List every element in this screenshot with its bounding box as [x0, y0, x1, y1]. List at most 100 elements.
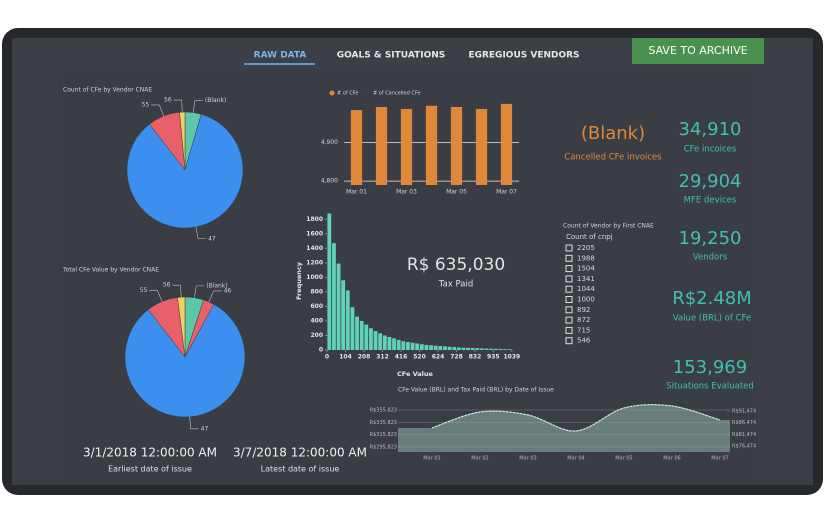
slicer-checkbox[interactable] [565, 265, 573, 273]
histogram-bar [396, 339, 401, 350]
pie-label: 56 [163, 282, 171, 289]
save-button-label[interactable]: SAVE TO ARCHIVE [648, 44, 747, 57]
tax-label: Tax Paid [438, 280, 473, 290]
y-tick-label: 1000 [306, 274, 323, 281]
slicer-checkbox[interactable] [565, 306, 573, 314]
histogram-bar [452, 347, 457, 350]
leader-line [192, 100, 203, 113]
tax-value: R$ 635,030 [407, 255, 505, 275]
slicer-item: 1988 [577, 254, 595, 262]
leader-line [189, 416, 199, 430]
legend-label: # of CFe [337, 91, 358, 97]
slicer-checkbox[interactable] [565, 285, 573, 293]
histogram-bar [406, 342, 410, 350]
histogram-bar [507, 349, 512, 350]
slicer-checkbox[interactable] [565, 275, 573, 283]
x-tick-label: Mar 01 [346, 189, 367, 196]
y-tick-label: 1200 [306, 259, 323, 266]
chart-title: CFe Value (BRL) and Tax Paid (BRL) by Da… [398, 387, 554, 394]
pie-label: 55 [140, 287, 148, 294]
legend-dot [329, 90, 335, 96]
x-tick-label: 520 [413, 354, 426, 361]
y-tick-label: 400 [310, 317, 323, 324]
leader-line [208, 290, 222, 303]
kpi-value: 34,910 [679, 119, 742, 140]
slicer-item: 2205 [577, 244, 595, 252]
x-tick-label: 208 [358, 354, 371, 361]
nav-tab[interactable]: EGREGIOUS VENDORS [468, 51, 579, 61]
bar [500, 103, 513, 185]
leader-line [172, 284, 182, 298]
y-tick-label: R$355,823 [370, 408, 397, 414]
histogram-bar [387, 336, 392, 350]
histogram-bar [336, 263, 341, 350]
histogram-bar [382, 335, 387, 350]
pie-label: (Blank) [206, 282, 227, 289]
histogram-bar [475, 348, 480, 350]
bar [375, 106, 388, 185]
histogram-bar [489, 348, 494, 350]
slicer-item: 1341 [577, 275, 595, 283]
histogram-bar [484, 348, 489, 350]
slicer-checkbox[interactable] [565, 254, 573, 262]
x-tick-label: 0 [325, 354, 329, 361]
kpi-label: Vendors [693, 253, 728, 263]
leader-line [195, 226, 207, 240]
histogram-bar [429, 345, 433, 350]
histogram-bar [359, 320, 364, 350]
x-tick-label: Mar 02 [471, 456, 488, 462]
slicer-item: 715 [577, 326, 590, 334]
y-tick-label: 600 [310, 303, 323, 310]
x-tick-label: 935 [487, 354, 500, 361]
chart-title: Total CFe Value by Vendor CNAE [62, 267, 159, 274]
y-tick-label: 800 [310, 288, 323, 295]
histogram-bar [364, 324, 369, 350]
pie-label: 55 [142, 101, 150, 108]
histogram-bar [443, 346, 447, 350]
y2-tick-label: R$86,474 [732, 420, 756, 426]
legend-label: # of Cancelled CFe [373, 91, 421, 97]
histogram-bar [433, 345, 438, 350]
kpi-label: MFE devices [684, 196, 737, 206]
histogram-bar [410, 342, 415, 350]
histogram-bar [503, 349, 507, 350]
slicer-checkbox[interactable] [565, 316, 573, 324]
histogram-bar [466, 347, 470, 350]
slicer-checkbox[interactable] [565, 326, 573, 334]
legend-dot [365, 90, 371, 96]
nav-tab[interactable]: RAW DATA [254, 51, 307, 61]
pie-label: 46 [224, 287, 232, 294]
x-tick-label: Mar 07 [711, 456, 728, 462]
histogram-bar [350, 307, 355, 350]
histogram-bar [447, 346, 452, 350]
histogram-bar [378, 333, 383, 350]
x-tick-label: Mar 04 [567, 456, 584, 462]
x-tick-label: Mar 03 [396, 189, 417, 196]
nav-tab[interactable]: GOALS & SITUATIONS [337, 51, 446, 61]
date-value: 3/7/2018 12:00:00 AM [233, 446, 367, 460]
save-button[interactable] [632, 38, 764, 64]
histogram-bar [369, 328, 373, 350]
x-tick-label: 312 [376, 354, 389, 361]
histogram-bar [345, 290, 350, 350]
histogram-bar [392, 338, 396, 350]
histogram-bar [419, 344, 424, 350]
histogram-bar [355, 316, 359, 350]
x-axis-title: CFe Value [397, 370, 434, 378]
histogram-bar [470, 347, 475, 350]
bar [400, 108, 413, 185]
pie-label: 56 [164, 97, 172, 104]
slicer-checkbox[interactable] [565, 296, 573, 303]
y-tick-label: 1600 [306, 230, 323, 237]
slicer-checkbox[interactable] [565, 244, 573, 252]
date-label: Latest date of issue [261, 465, 340, 474]
histogram-bar [332, 243, 336, 350]
leader-line [149, 290, 163, 302]
slicer-checkbox[interactable] [565, 337, 573, 345]
histogram-bar [493, 348, 498, 350]
pie-slice [126, 113, 244, 229]
kpi-label: CFe incoices [684, 145, 737, 155]
x-tick-label: Mar 05 [615, 456, 632, 462]
